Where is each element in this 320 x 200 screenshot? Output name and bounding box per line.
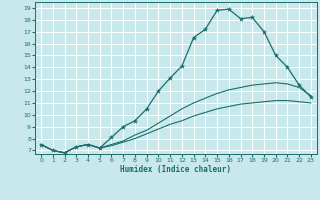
- X-axis label: Humidex (Indice chaleur): Humidex (Indice chaleur): [121, 165, 231, 174]
